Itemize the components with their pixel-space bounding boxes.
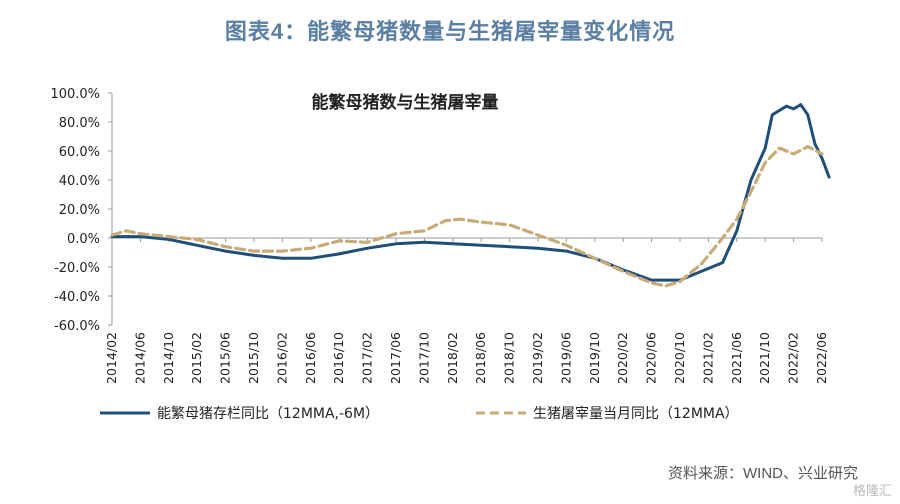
x-tick-label: 2021/10 — [757, 332, 772, 384]
x-tick-label: 2017/06 — [388, 332, 403, 384]
y-tick-label: 0.0% — [67, 232, 100, 247]
x-tick-label: 2014/02 — [104, 332, 119, 384]
x-tick-label: 2021/06 — [729, 332, 744, 384]
series-lines — [110, 103, 831, 288]
legend-label-series-1: 能繁母猪存栏同比（12MMA,-6M） — [157, 406, 379, 422]
y-tick-label: 40.0% — [59, 174, 100, 189]
x-tick-label: 2018/06 — [473, 332, 488, 384]
x-tick-label: 2019/06 — [558, 332, 573, 384]
y-tick-label: 80.0% — [59, 116, 100, 131]
x-tick-label: 2015/10 — [246, 332, 261, 384]
x-tick-label: 2016/06 — [303, 332, 318, 384]
x-tick-label: 2016/10 — [331, 332, 346, 384]
x-tick-label: 2014/06 — [132, 332, 147, 384]
chart-title: 能繁母猪数与生猪屠宰量 — [312, 92, 499, 113]
y-tick-label: -60.0% — [54, 319, 100, 334]
x-tick-label: 2020/02 — [615, 332, 630, 384]
x-tick-label: 2022/06 — [814, 332, 829, 384]
x-tick-label: 2015/02 — [189, 332, 204, 384]
x-tick-label: 2019/02 — [530, 332, 545, 384]
x-tick-label: 2018/02 — [445, 332, 460, 384]
x-tick-label: 2022/02 — [786, 332, 801, 384]
x-tick-label: 2017/02 — [360, 332, 375, 384]
y-tick-label: -40.0% — [54, 290, 100, 305]
x-tick-label: 2020/10 — [672, 332, 687, 384]
x-tick-label: 2017/10 — [416, 332, 431, 384]
series-line-1 — [110, 103, 831, 282]
x-tick-label: 2021/02 — [700, 332, 715, 384]
y-axis-ticks: -60.0% -40.0% -20.0% 0.0% 20.0% 40.0% 60.0% 80.… — [50, 87, 112, 334]
x-tick-label: 2014/10 — [161, 332, 176, 384]
y-tick-label: 60.0% — [59, 145, 100, 160]
x-tick-label: 2020/06 — [644, 332, 659, 384]
legend-label-series-2: 生猪屠宰量当月同比（12MMA） — [533, 406, 739, 422]
legend: 能繁母猪存栏同比（12MMA,-6M） 生猪屠宰量当月同比（12MMA） — [100, 406, 739, 422]
source-note: 资料来源：WIND、兴业研究 — [668, 465, 858, 482]
y-tick-label: 100.0% — [50, 87, 100, 102]
x-tick-label: 2018/10 — [502, 332, 517, 384]
x-axis-ticks: 2014/02 2014/06 2014/10 2015/02 2015/06 2015/… — [104, 238, 829, 384]
figure-title: 图表4：能繁母猪数量与生猪屠宰量变化情况 — [224, 19, 676, 44]
series-line-2 — [110, 145, 824, 288]
x-tick-label: 2019/10 — [587, 332, 602, 384]
y-tick-label: 20.0% — [59, 203, 100, 218]
watermark-logo: 格隆汇 — [852, 483, 892, 498]
x-tick-label: 2015/06 — [218, 332, 233, 384]
x-tick-label: 2016/02 — [274, 332, 289, 384]
chart-axes — [111, 93, 822, 325]
y-tick-label: -20.0% — [54, 261, 100, 276]
